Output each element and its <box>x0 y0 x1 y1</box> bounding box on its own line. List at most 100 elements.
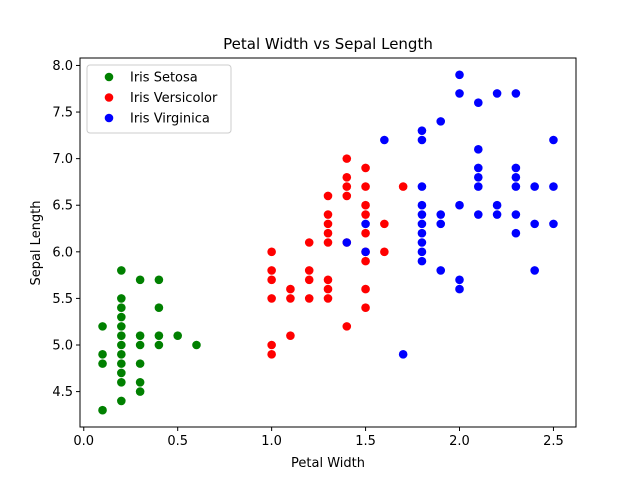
data-point <box>98 350 107 359</box>
data-point <box>417 210 427 219</box>
data-point <box>135 377 145 387</box>
data-point <box>436 210 446 219</box>
data-point <box>323 284 333 294</box>
data-point <box>474 163 483 173</box>
x-tick-label: 2.5 <box>543 434 564 449</box>
data-point <box>342 182 352 191</box>
data-point <box>455 275 464 285</box>
legend-marker <box>104 93 114 102</box>
data-point <box>511 228 521 238</box>
data-point <box>323 238 333 247</box>
data-point <box>304 294 314 303</box>
x-tick-label: 1.5 <box>355 434 376 449</box>
x-tick-label: 0.0 <box>73 434 94 449</box>
data-point <box>549 219 558 229</box>
data-point <box>173 331 182 340</box>
data-point <box>117 359 126 368</box>
data-point <box>117 350 126 359</box>
data-point <box>267 275 276 285</box>
data-point <box>117 294 126 303</box>
x-tick-label: 0.5 <box>167 434 188 449</box>
y-tick-label: 5.0 <box>52 339 73 354</box>
data-point <box>398 350 408 359</box>
data-point <box>417 247 427 257</box>
data-point <box>267 247 276 257</box>
data-point <box>323 219 333 229</box>
y-axis-label: Sepal Length <box>29 200 44 285</box>
data-point <box>117 331 126 340</box>
data-point <box>361 219 370 229</box>
data-point <box>154 303 164 313</box>
data-point <box>267 294 276 303</box>
data-point <box>323 275 333 285</box>
data-point <box>192 340 201 350</box>
data-point <box>361 303 370 313</box>
data-point <box>436 266 446 275</box>
legend: Iris Setosa Iris Versicolor Iris Virginica <box>86 64 232 134</box>
data-point <box>511 89 521 98</box>
data-point <box>342 191 352 201</box>
data-point <box>135 331 145 340</box>
legend-marker <box>104 113 114 123</box>
data-point <box>154 331 164 340</box>
data-point <box>417 182 427 191</box>
series-0 <box>98 266 201 415</box>
data-point <box>323 228 333 238</box>
data-point <box>474 172 483 182</box>
data-point <box>361 163 370 173</box>
data-point <box>323 210 333 219</box>
data-point <box>417 228 427 238</box>
legend-label: Iris Virginica <box>130 112 210 127</box>
data-point <box>511 210 521 219</box>
data-point <box>530 219 539 229</box>
data-point <box>117 368 126 378</box>
data-point <box>530 266 539 275</box>
data-point <box>154 340 164 350</box>
data-point <box>492 200 502 210</box>
data-point <box>549 182 558 191</box>
data-point <box>117 396 126 406</box>
x-tick-label: 1.0 <box>261 434 282 449</box>
x-axis-label: Petal Width <box>291 456 365 471</box>
data-point <box>436 219 446 229</box>
data-point <box>511 182 521 191</box>
data-point <box>511 163 521 173</box>
data-point <box>530 182 539 191</box>
data-point <box>474 98 483 108</box>
data-point <box>361 247 370 257</box>
data-point <box>323 294 333 303</box>
data-point <box>323 191 333 201</box>
data-point <box>304 275 314 285</box>
x-axis: 0.0 0.5 1.0 1.5 2.0 2.5 <box>73 427 564 449</box>
data-point <box>380 219 389 229</box>
y-tick-label: 7.0 <box>52 152 73 167</box>
data-point <box>455 89 464 98</box>
data-point <box>361 284 370 294</box>
data-point <box>361 210 370 219</box>
data-point <box>417 256 427 266</box>
legend-label: Iris Versicolor <box>130 91 218 106</box>
data-point <box>361 200 370 210</box>
data-point <box>117 340 126 350</box>
data-point <box>117 266 126 275</box>
y-tick-label: 6.0 <box>52 245 73 260</box>
series-2 <box>342 70 558 359</box>
data-point <box>455 200 464 210</box>
data-point <box>492 89 502 98</box>
data-point <box>417 126 427 135</box>
data-point <box>117 303 126 313</box>
data-point <box>511 172 521 182</box>
legend-label: Iris Setosa <box>130 71 198 86</box>
y-axis: 4.5 5.0 5.5 6.0 6.5 7.0 7.5 8.0 <box>52 59 80 400</box>
data-point <box>417 238 427 247</box>
data-point <box>455 284 464 294</box>
data-point <box>135 359 145 368</box>
data-point <box>474 210 483 219</box>
plot-frame <box>79 57 577 428</box>
data-point <box>342 154 352 163</box>
data-point <box>380 247 389 257</box>
chart-title: Petal Width vs Sepal Length <box>223 35 433 53</box>
data-point <box>286 284 295 294</box>
data-point <box>117 377 126 387</box>
